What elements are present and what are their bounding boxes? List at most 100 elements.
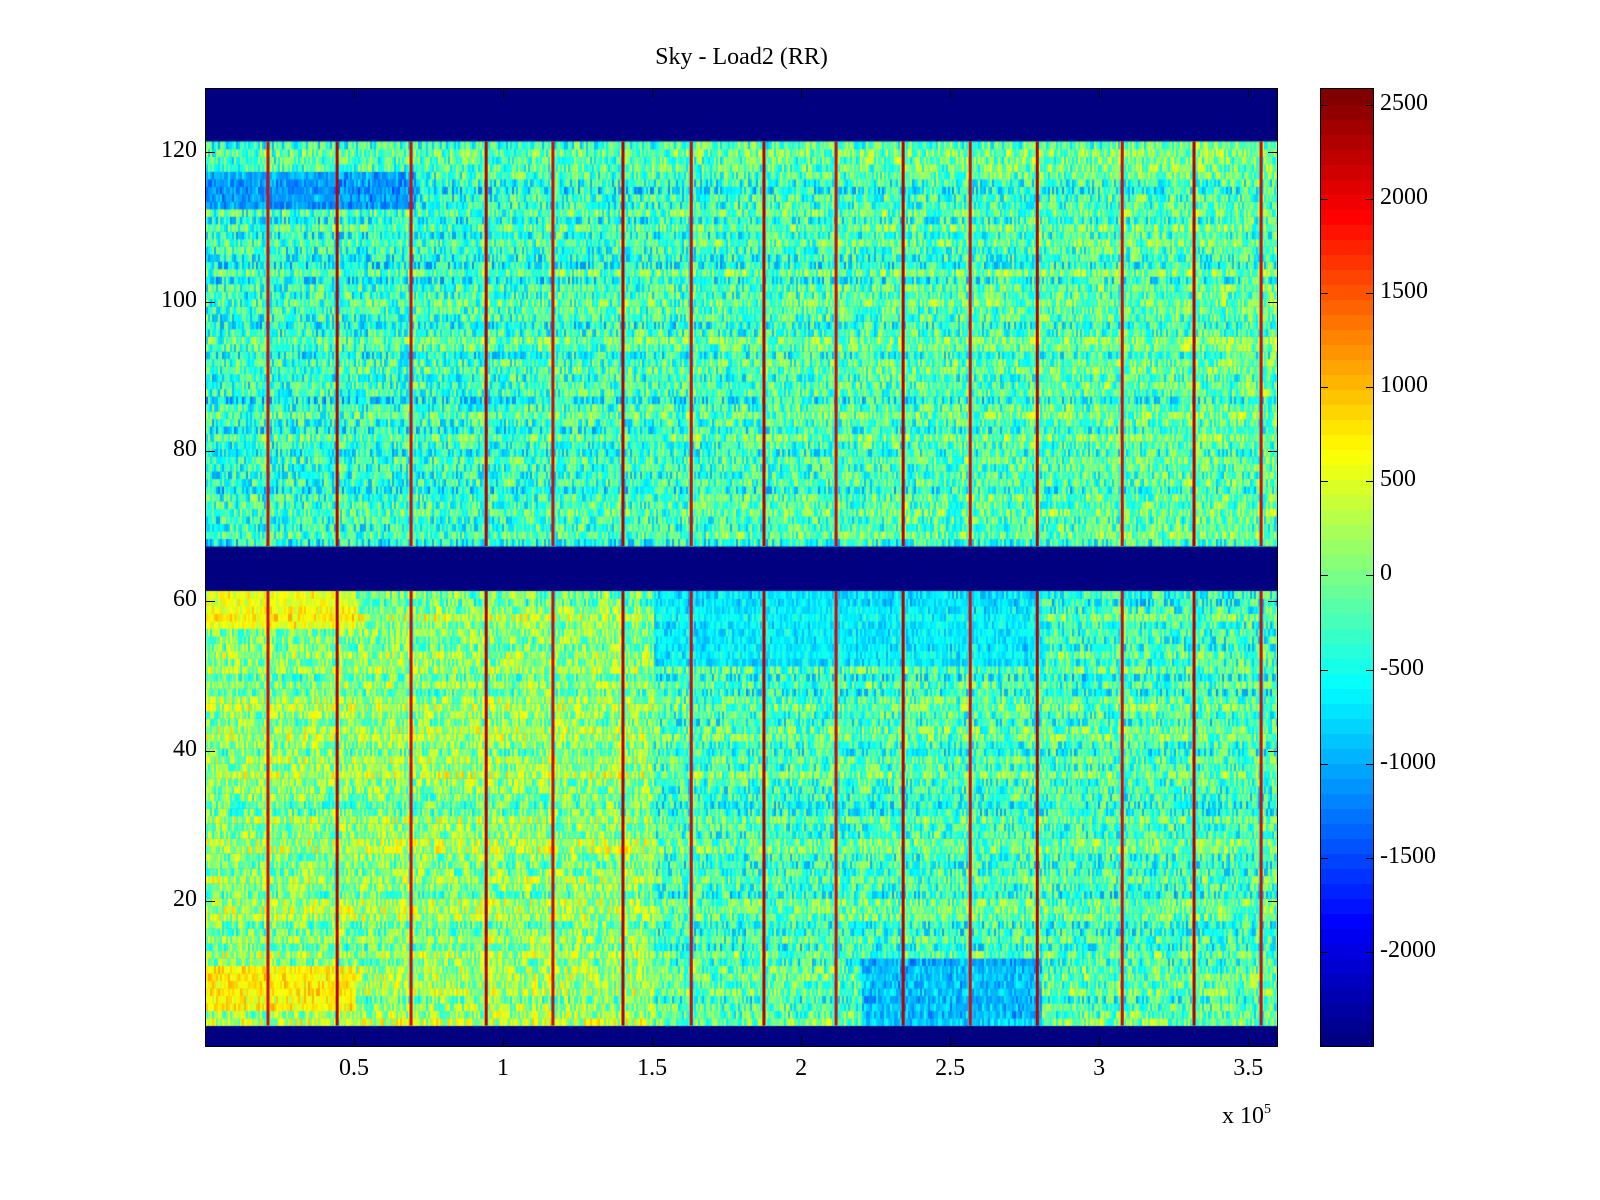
colorbar-segment [1321, 163, 1373, 180]
colorbar-tick-label: -2000 [1380, 936, 1436, 963]
colorbar-segment [1321, 568, 1373, 585]
x-tick-label: 3.5 [1233, 1055, 1264, 1081]
colorbar-segment [1321, 298, 1373, 315]
colorbar-segment [1321, 643, 1373, 660]
colorbar-segment [1321, 898, 1373, 915]
colorbar-tick-label: 2000 [1380, 184, 1428, 211]
colorbar-segment [1321, 463, 1373, 480]
y-tick [205, 900, 215, 902]
colorbar-tick [1320, 104, 1328, 106]
colorbar-tick [1320, 763, 1328, 765]
colorbar-tick-label: 1000 [1380, 372, 1428, 399]
colorbar-segment [1321, 943, 1373, 960]
colorbar-tick [1320, 575, 1328, 577]
colorbar-tick-label: -1500 [1380, 842, 1436, 869]
x-tick-label: 0.5 [339, 1055, 370, 1081]
colorbar-segment [1321, 883, 1373, 900]
colorbar-tick-label: 1500 [1380, 278, 1428, 305]
x-multiplier-base: x 10 [1222, 1103, 1264, 1129]
colorbar-segment [1321, 703, 1373, 720]
colorbar [1320, 88, 1374, 1047]
x-tick-label: 3 [1093, 1055, 1106, 1081]
colorbar-segment [1321, 958, 1373, 975]
colorbar-segment [1321, 403, 1373, 420]
colorbar-tick-right [1366, 857, 1374, 859]
y-tick-right [1268, 751, 1278, 753]
colorbar-segment [1321, 583, 1373, 600]
colorbar-segment [1321, 433, 1373, 450]
colorbar-tick-right [1366, 669, 1374, 671]
colorbar-segment [1321, 1003, 1373, 1020]
colorbar-segment [1321, 538, 1373, 555]
colorbar-tick-label: 500 [1380, 466, 1416, 493]
colorbar-segment [1321, 358, 1373, 375]
y-tick [205, 601, 215, 603]
x-tick [950, 1037, 952, 1047]
colorbar-segment [1321, 508, 1373, 525]
y-tick [205, 451, 215, 453]
x-tick [1248, 1037, 1250, 1047]
colorbar-segment [1321, 718, 1373, 735]
colorbar-tick-right [1366, 104, 1374, 106]
colorbar-segment [1321, 793, 1373, 810]
y-tick-right [1268, 451, 1278, 453]
colorbar-tick [1320, 951, 1328, 953]
colorbar-segment [1321, 838, 1373, 855]
x-tick-top [1099, 88, 1101, 98]
colorbar-segment [1321, 493, 1373, 510]
colorbar-segment [1321, 658, 1373, 675]
x-tick [503, 1037, 505, 1047]
colorbar-tick-right [1366, 951, 1374, 953]
colorbar-segment [1321, 448, 1373, 465]
colorbar-segment [1321, 763, 1373, 780]
spike-columns [266, 141, 1263, 1026]
colorbar-tick-label: -500 [1380, 654, 1424, 681]
colorbar-segment [1321, 103, 1373, 120]
colorbar-segment [1321, 478, 1373, 495]
colorbar-tick [1320, 857, 1328, 859]
colorbar-segment [1321, 253, 1373, 270]
colorbar-tick-label: 0 [1380, 560, 1392, 587]
y-tick-right [1268, 301, 1278, 303]
y-tick-label: 40 [173, 736, 197, 763]
x-tick-label: 1 [497, 1055, 510, 1081]
chart-title: Sky - Load2 (RR) [655, 44, 828, 70]
heatmap-cells [206, 89, 1277, 1046]
colorbar-segment [1321, 688, 1373, 705]
x-tick [354, 1037, 356, 1047]
colorbar-tick-right [1366, 575, 1374, 577]
colorbar-segment [1321, 193, 1373, 210]
colorbar-segment [1321, 928, 1373, 945]
colorbar-tick-label: 2500 [1380, 89, 1428, 116]
x-multiplier-exponent: 5 [1264, 1102, 1271, 1117]
colorbar-tick-right [1366, 387, 1374, 389]
x-tick-label: 2 [795, 1055, 808, 1081]
colorbar-segment [1321, 148, 1373, 165]
colorbar-segment [1321, 523, 1373, 540]
colorbar-segment [1321, 118, 1373, 135]
plot-area [205, 88, 1278, 1047]
colorbar-segment [1321, 178, 1373, 195]
y-tick-right [1268, 900, 1278, 902]
colorbar-segment [1321, 388, 1373, 405]
colorbar-segment [1321, 988, 1373, 1005]
colorbar-segment [1321, 733, 1373, 750]
y-tick [205, 151, 215, 153]
x-tick-label: 1.5 [637, 1055, 668, 1081]
colorbar-segment [1321, 418, 1373, 435]
colorbar-segment [1321, 553, 1373, 570]
colorbar-segment [1321, 373, 1373, 390]
y-tick-right [1268, 151, 1278, 153]
x-tick [652, 1037, 654, 1047]
colorbar-segment [1321, 613, 1373, 630]
colorbar-segment [1321, 748, 1373, 765]
x-tick [1099, 1037, 1101, 1047]
colorbar-segment [1321, 238, 1373, 255]
colorbar-segment [1321, 673, 1373, 690]
x-tick-top [950, 88, 952, 98]
colorbar-segment [1321, 598, 1373, 615]
colorbar-segment [1321, 1033, 1373, 1046]
colorbar-tick [1320, 669, 1328, 671]
colorbar-segment [1321, 343, 1373, 360]
colorbar-tick [1320, 293, 1328, 295]
